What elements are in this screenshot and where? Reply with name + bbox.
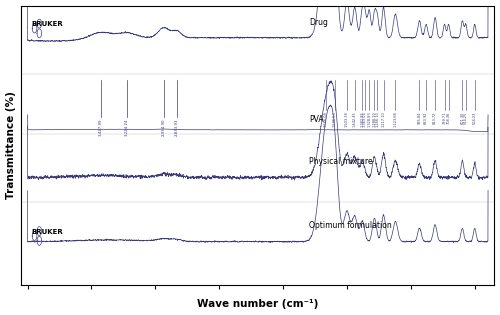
Text: Optimum formulation: Optimum formulation (309, 221, 392, 230)
Text: 813.72: 813.72 (433, 112, 437, 124)
Text: 504.23: 504.23 (472, 112, 476, 124)
Text: 1,363.06: 1,363.06 (363, 112, 367, 128)
Text: 1,328.83: 1,328.83 (367, 112, 371, 128)
Text: Drug: Drug (309, 18, 328, 26)
Text: Physical mixture: Physical mixture (309, 157, 372, 166)
Text: 1,503.38: 1,503.38 (345, 112, 349, 128)
X-axis label: Wave number (cm⁻¹): Wave number (cm⁻¹) (197, 300, 318, 309)
Text: BRUKER: BRUKER (32, 229, 63, 235)
Text: 1,382.85: 1,382.85 (360, 112, 364, 128)
Text: 3,224.24: 3,224.24 (124, 119, 128, 136)
Text: 574.25: 574.25 (464, 112, 468, 124)
Y-axis label: Transmittance (%): Transmittance (%) (6, 91, 16, 199)
Text: 1,217.10: 1,217.10 (382, 112, 386, 128)
Text: 935.84: 935.84 (418, 112, 422, 124)
Text: 883.92: 883.92 (424, 112, 428, 124)
Text: BRUKER: BRUKER (32, 21, 63, 27)
Text: 1,123.68: 1,123.68 (394, 112, 398, 128)
Text: 1,596.53: 1,596.53 (333, 112, 337, 128)
Text: 2,934.90: 2,934.90 (162, 119, 166, 136)
Text: 1,442.45: 1,442.45 (352, 112, 356, 128)
Text: 2,833.93: 2,833.93 (174, 119, 178, 136)
Text: 1,266.10: 1,266.10 (375, 112, 379, 128)
Text: 1,666.08: 1,666.08 (324, 112, 328, 128)
Text: 3,427.99: 3,427.99 (98, 119, 102, 136)
Text: PVA: PVA (309, 115, 324, 124)
Text: 739.71: 739.71 (442, 112, 446, 124)
Text: 601.30: 601.30 (460, 112, 464, 124)
Text: 1,288.10: 1,288.10 (372, 112, 376, 128)
Text: 708.36: 708.36 (446, 112, 450, 124)
